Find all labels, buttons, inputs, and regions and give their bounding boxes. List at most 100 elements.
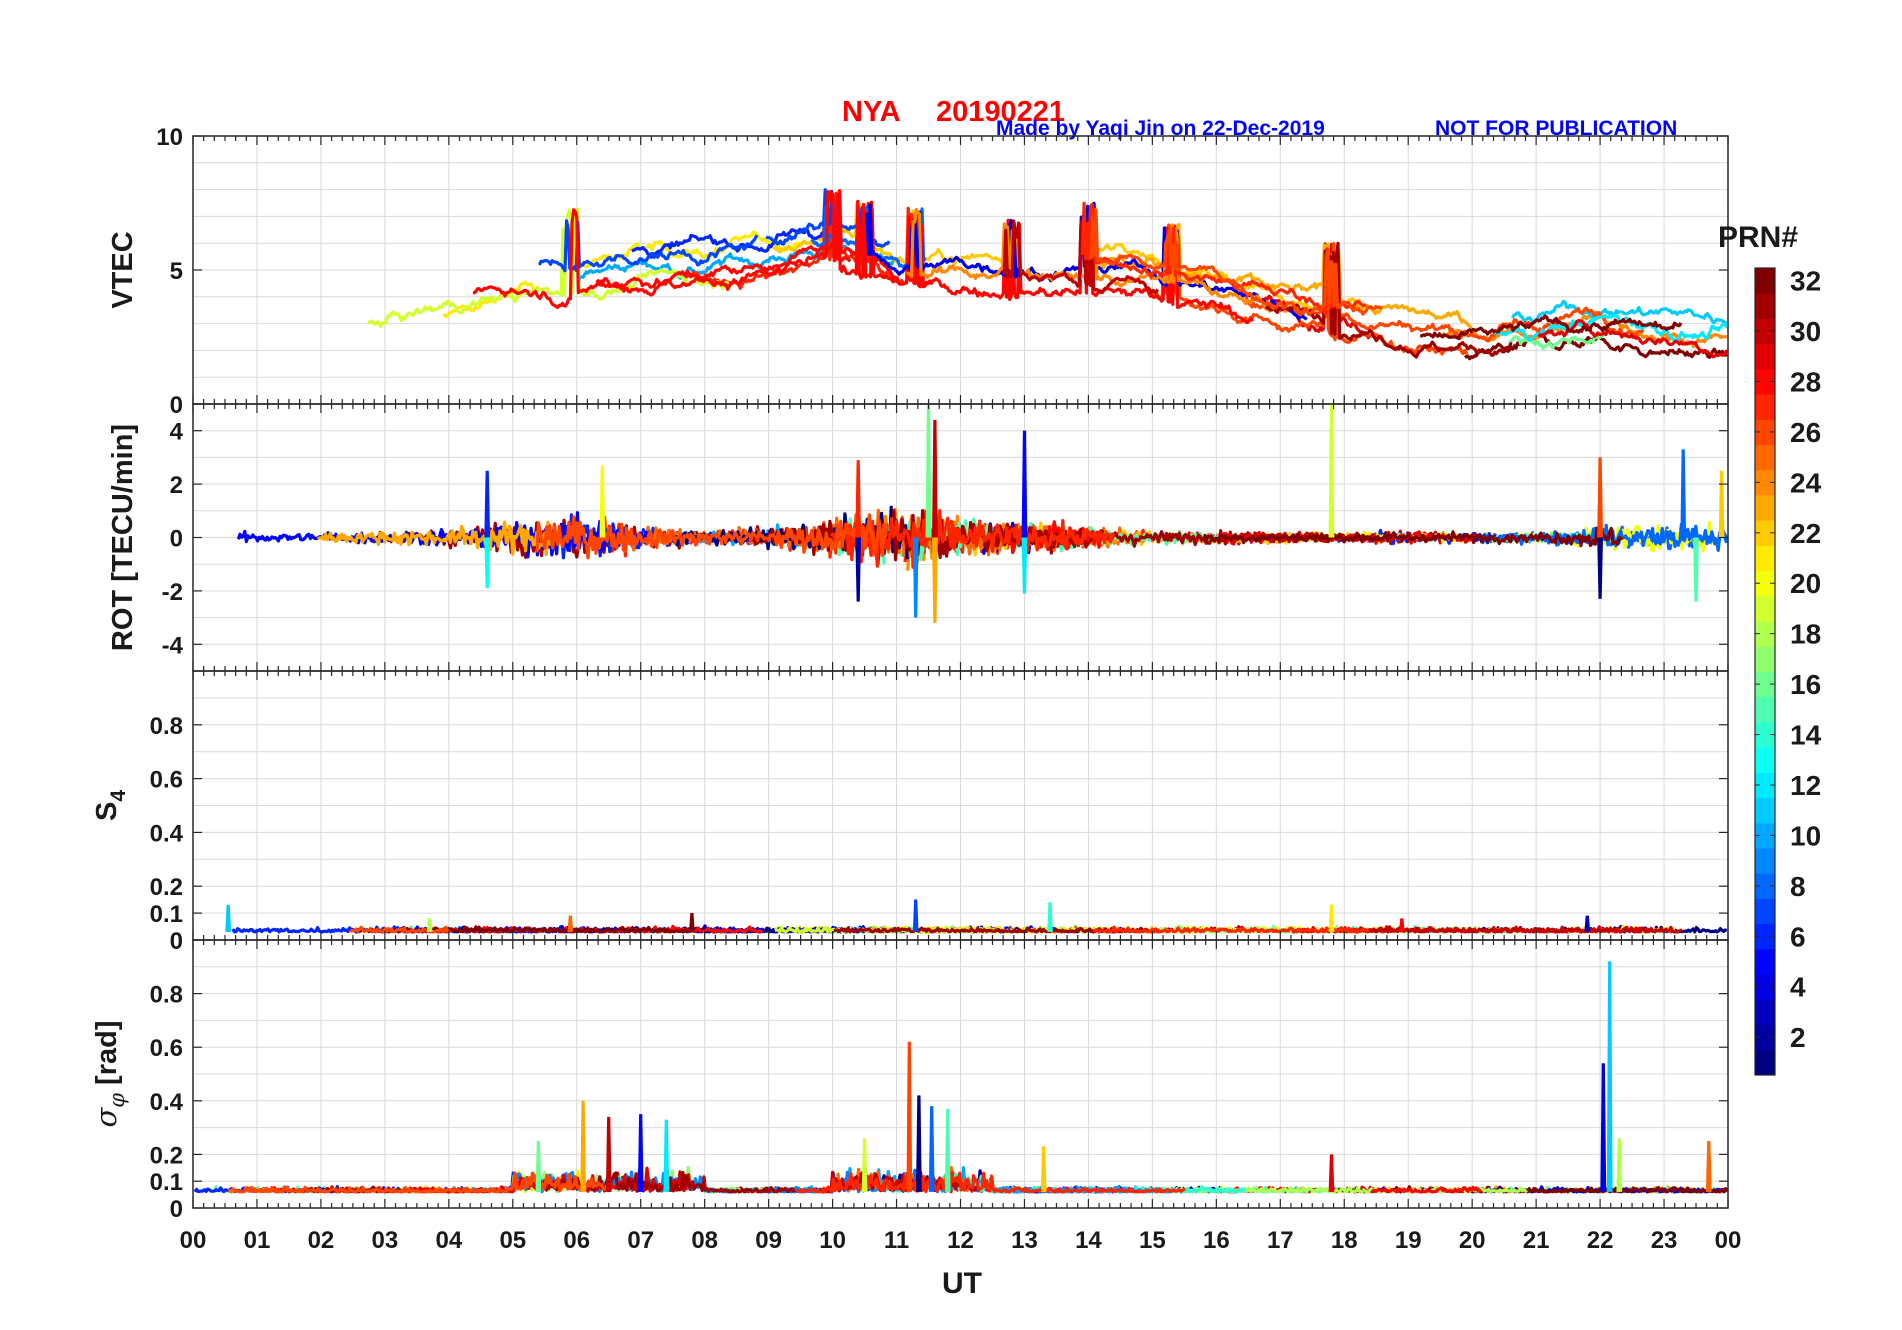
series-trace	[595, 189, 900, 297]
spike-mark	[535, 1140, 542, 1192]
spike-mark	[225, 904, 232, 932]
y-tick-label: 0	[170, 1196, 183, 1223]
colorbar-tick-label: 18	[1790, 619, 1821, 650]
spike-mark	[912, 899, 919, 932]
spike-mark	[1021, 430, 1028, 538]
spike-mark	[912, 537, 919, 618]
series-trace	[1510, 299, 1728, 325]
colorbar-segment	[1755, 419, 1775, 446]
colorbar-tick-label: 16	[1790, 669, 1821, 700]
spike-mark	[689, 912, 695, 933]
spike-mark	[663, 1119, 670, 1192]
date-title: 20190221	[936, 96, 1065, 128]
colorbar-tick-label: 4	[1790, 972, 1806, 1003]
colorbar-segment	[1755, 444, 1775, 471]
colorbar-tick-label: 2	[1790, 1022, 1806, 1053]
x-tick-label: 03	[372, 1227, 399, 1254]
credit-text: Made by Yaqi Jin on 22-Dec-2019	[996, 117, 1325, 140]
colorbar-segment	[1755, 621, 1775, 647]
series-trace	[1326, 925, 1684, 934]
y-axis-label: σφ[rad]	[89, 1021, 129, 1128]
colorbar-segment	[1755, 595, 1775, 622]
x-tick-label: 08	[691, 1227, 718, 1254]
series-trace	[232, 1171, 613, 1194]
colorbar-segment	[1755, 570, 1775, 597]
y-tick-label: 0.8	[150, 713, 183, 740]
y-tick-label: 4	[170, 419, 184, 446]
x-tick-label: 18	[1331, 1227, 1358, 1254]
y-axis-label: VTEC	[107, 231, 139, 308]
x-tick-label: 05	[499, 1227, 526, 1254]
spike-mark	[567, 915, 574, 933]
spike-mark	[599, 465, 606, 538]
x-tick-label: 04	[435, 1227, 462, 1254]
y-tick-label: 0.8	[150, 982, 183, 1009]
colorbar-tick-label: 30	[1790, 316, 1821, 347]
spike-mark	[1597, 537, 1603, 599]
series-trace	[1264, 241, 1513, 359]
colorbar-segment	[1755, 923, 1775, 950]
x-tick-label: 02	[308, 1227, 335, 1254]
y-tick-label: 0	[170, 928, 183, 955]
colorbar-tick-label: 28	[1790, 366, 1821, 397]
x-axis-label: UT	[942, 1267, 982, 1300]
tick-marks	[192, 940, 1729, 1209]
spike-mark	[1584, 915, 1591, 933]
colorbar-segment	[1755, 545, 1775, 572]
series-trace	[1463, 333, 1728, 361]
spike-mark	[1606, 961, 1613, 1192]
spike-mark	[1328, 1154, 1335, 1192]
colorbar-segment	[1755, 797, 1775, 824]
colorbar-segment	[1755, 494, 1775, 521]
traces	[236, 404, 1728, 623]
spike-mark	[605, 1116, 612, 1192]
y-tick-label: -4	[162, 632, 184, 659]
y-tick-label: 2	[170, 472, 183, 499]
spike-mark	[484, 537, 491, 589]
series-trace	[1146, 223, 1468, 356]
traces	[367, 188, 1728, 361]
series-trace	[829, 509, 1116, 568]
colorbar-tick-label: 14	[1790, 720, 1822, 751]
x-tick-label: 20	[1459, 1227, 1486, 1254]
colorbar-tick-label: 32	[1790, 266, 1821, 297]
colorbar-segment	[1755, 772, 1775, 799]
spike-mark	[1047, 902, 1053, 932]
colorbar-segment	[1755, 368, 1775, 395]
x-tick-label: 11	[884, 1227, 909, 1254]
spike-mark	[1693, 537, 1699, 602]
colorbar-segment	[1755, 696, 1775, 723]
colorbar-tick-label: 20	[1790, 568, 1821, 599]
traces	[193, 961, 1728, 1194]
spike-mark	[1328, 904, 1335, 932]
colorbar-tick-label: 24	[1790, 467, 1822, 498]
spike-mark	[932, 419, 938, 538]
y-tick-label: 0.2	[150, 1142, 183, 1169]
x-tick-label: 12	[947, 1227, 974, 1254]
spike-mark	[1600, 1063, 1607, 1192]
spike-mark	[580, 1100, 586, 1192]
x-tick-label: 07	[627, 1227, 654, 1254]
x-tick-label: 14	[1075, 1227, 1102, 1254]
series-trace	[367, 207, 732, 329]
colorbar-segment	[1755, 343, 1775, 370]
grid	[192, 940, 1729, 1208]
series-trace	[837, 192, 1254, 325]
colorbar-segment	[1755, 1024, 1775, 1051]
series-trace	[906, 205, 1288, 315]
series-trace	[544, 1171, 796, 1194]
y-tick-label: 0.1	[150, 901, 183, 928]
spike-mark	[861, 1138, 868, 1192]
x-tick-label: 23	[1651, 1227, 1678, 1254]
spike-mark	[1040, 1146, 1047, 1192]
y-tick-label: 0.1	[150, 1169, 183, 1196]
series-trace	[1493, 313, 1728, 343]
y-axis-label: S4	[91, 790, 130, 821]
series-trace	[316, 520, 555, 556]
colorbar-tick-label: 6	[1790, 921, 1806, 952]
y-tick-label: -2	[162, 579, 183, 606]
colorbar-frame	[1754, 267, 1776, 1076]
colorbar-segment	[1755, 974, 1775, 1000]
series-trace	[1203, 526, 1624, 548]
